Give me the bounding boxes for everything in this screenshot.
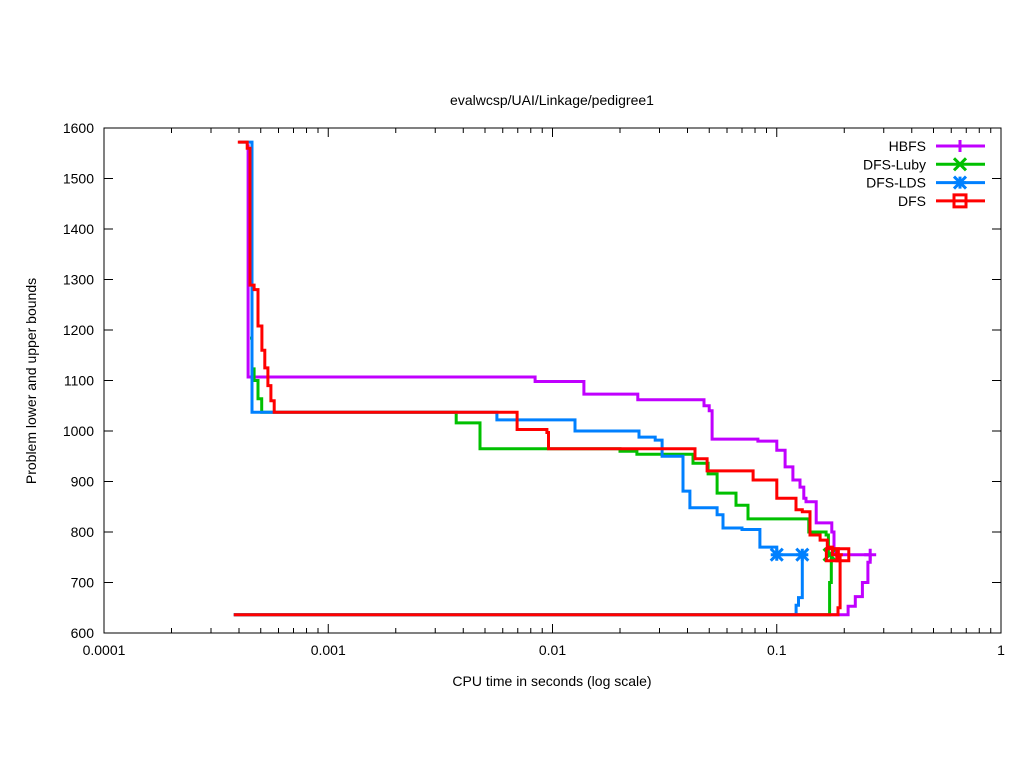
y-tick-label: 900 [71, 474, 95, 490]
x-tick-label: 0.01 [539, 642, 566, 658]
x-axis-label: CPU time in seconds (log scale) [452, 673, 651, 689]
series-group [233, 140, 877, 617]
series-hbfs [233, 144, 877, 617]
chart-title: evalwcsp/UAI/Linkage/pedigree1 [450, 92, 654, 108]
upper-bound-line [246, 144, 871, 557]
x-tick-label: 0.001 [311, 642, 346, 658]
legend-label: DFS [898, 193, 926, 209]
y-tick-label: 1000 [63, 423, 94, 439]
lower-bound-line [233, 554, 872, 617]
legend-marker [952, 157, 968, 172]
y-tick-label: 1600 [63, 120, 94, 136]
plot-frame [103, 127, 1002, 634]
legend-marker [952, 193, 968, 209]
y-tick-label: 1400 [63, 221, 94, 237]
y-tick-label: 800 [71, 524, 95, 540]
x-tick-label: 0.0001 [83, 642, 126, 658]
legend-label: DFS-LDS [866, 175, 926, 191]
y-tick-label: 1100 [64, 373, 94, 389]
data-point-marker [769, 547, 784, 562]
x-tick-label: 1 [997, 642, 1005, 658]
upper-bound-line [239, 140, 803, 557]
x-tick-label: 0.1 [767, 642, 787, 658]
y-tick-label: 1300 [63, 272, 94, 288]
data-point-marker [795, 547, 810, 562]
data-point-marker [864, 548, 877, 561]
y-tick-label: 1500 [63, 171, 94, 187]
legend-label: DFS-Luby [863, 156, 926, 172]
series-dfs [233, 140, 851, 617]
legend-marker [952, 175, 968, 190]
data-point-marker [835, 547, 851, 563]
y-tick-label: 1200 [63, 322, 94, 338]
y-tick-label: 600 [71, 625, 95, 641]
y-axis-label: Problem lower and upper bounds [23, 278, 39, 484]
lower-bound-line [233, 554, 842, 617]
legend: HBFS DFS-Luby DFS-LDS DFS [863, 138, 985, 209]
y-tick-label: 700 [71, 575, 95, 591]
upper-bound-line [237, 140, 843, 557]
legend-marker [954, 140, 966, 152]
legend-label: HBFS [889, 138, 926, 154]
